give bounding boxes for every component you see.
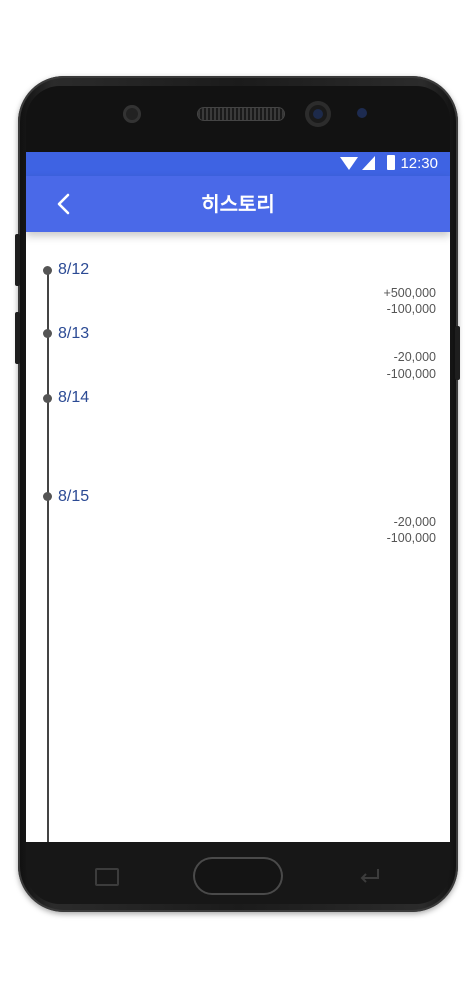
front-camera-icon — [305, 101, 331, 127]
page-title: 히스토리 — [201, 192, 275, 216]
timeline-dot — [43, 329, 52, 338]
entry-date: 8/15 — [58, 488, 90, 505]
timeline-dot — [43, 266, 52, 275]
status-bar: 12:30 — [26, 152, 450, 176]
recent-apps-icon[interactable] — [95, 868, 119, 886]
entry-amount: -100,000 — [386, 367, 436, 381]
timeline-dot — [43, 492, 52, 501]
battery-icon — [387, 155, 395, 170]
entry-amount: -20,000 — [393, 350, 436, 364]
back-arrow-icon[interactable] — [54, 193, 76, 215]
timeline-line — [47, 270, 49, 842]
speaker-grille — [198, 108, 284, 120]
back-nav-icon[interactable] — [356, 864, 382, 884]
app-bar: 히스토리 — [26, 176, 450, 232]
entry-date: 8/14 — [58, 389, 90, 406]
entry-amount: -100,000 — [386, 531, 436, 545]
entry-amount: -100,000 — [386, 302, 436, 316]
wifi-icon — [340, 157, 358, 170]
power-button — [455, 326, 460, 380]
entry-amount: +500,000 — [383, 286, 436, 300]
status-time: 12:30 — [400, 155, 438, 172]
timeline-dot — [43, 394, 52, 403]
volume-up-button — [15, 234, 20, 286]
signal-icon — [362, 156, 375, 170]
entry-date: 8/13 — [58, 325, 90, 342]
entry-amount: -20,000 — [393, 515, 436, 529]
entry-date: 8/12 — [58, 261, 90, 278]
home-button[interactable] — [193, 857, 283, 895]
volume-down-button — [15, 312, 20, 364]
screen: 12:30 히스토리 8/12 +500,000 -100,000 8/13 -… — [26, 152, 450, 842]
sensor-icon — [123, 105, 141, 123]
iris-sensor-icon — [357, 108, 367, 118]
